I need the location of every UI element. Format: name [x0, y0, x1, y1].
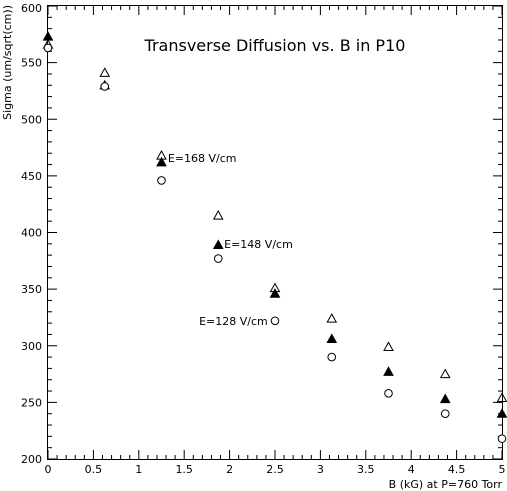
- filled-triangle-marker: [326, 333, 338, 344]
- filled-triangle-marker: [383, 366, 394, 376]
- data-markers: [42, 31, 507, 443]
- x-tick-label: 3.5: [357, 463, 375, 476]
- y-tick-label: 350: [21, 283, 42, 296]
- open-triangle-marker: [496, 392, 507, 402]
- open-circle-marker: [497, 434, 507, 443]
- y-tick-label: 400: [21, 227, 42, 240]
- y-tick-label: 450: [21, 170, 42, 183]
- open-circle-marker: [43, 43, 53, 53]
- open-triangle-marker: [326, 313, 338, 323]
- filled-triangle-marker: [42, 31, 54, 41]
- open-triangle-marker: [212, 209, 224, 220]
- field-annotation: E=148 V/cm: [224, 238, 293, 251]
- annotations: E=168 V/cm E=148 V/cm E=128 V/cm: [168, 152, 293, 328]
- field-annotation: E=128 V/cm: [199, 315, 268, 328]
- chart-title: Transverse Diffusion vs. B in P10: [144, 36, 406, 55]
- field-annotation: E=168 V/cm: [168, 152, 237, 165]
- filled-triangle-marker: [496, 408, 507, 418]
- y-tick-label: 300: [21, 340, 42, 353]
- plot-frame: [47, 5, 503, 460]
- filled-triangle-marker: [212, 239, 224, 250]
- x-tick-label: 1.5: [175, 463, 193, 476]
- x-tick-label: 4: [408, 463, 415, 476]
- open-circle-marker: [213, 254, 223, 263]
- x-tick-label: 5: [499, 463, 506, 476]
- open-triangle-marker: [383, 341, 394, 351]
- x-tick-label: 0.5: [85, 463, 103, 476]
- y-tick-label: 200: [21, 453, 42, 466]
- open-circle-marker: [384, 389, 393, 398]
- x-tick-label: 2.5: [266, 463, 284, 476]
- y-axis-ticks: 200 250 300 350 400 450 500 550 600: [21, 2, 502, 466]
- y-tick-label: 600: [21, 2, 42, 15]
- y-tick-label: 250: [21, 396, 42, 409]
- filled-triangle-marker: [156, 156, 167, 167]
- open-circle-marker: [270, 316, 280, 326]
- open-circle-marker: [440, 409, 450, 419]
- open-triangle-marker: [99, 67, 111, 77]
- x-axis-ticks: 0 0.5 1 1.5 2 2.5 3 3.5 4 4.5 5: [45, 6, 506, 476]
- x-tick-label: 1: [135, 463, 142, 476]
- x-tick-label: 4.5: [448, 463, 466, 476]
- open-circle-marker: [157, 176, 166, 185]
- x-tick-label: 3: [317, 463, 324, 476]
- y-axis-title: Sigma (um/sqrt(cm)): [1, 5, 14, 120]
- filled-triangle-marker: [439, 393, 451, 404]
- y-tick-label: 550: [21, 57, 42, 70]
- filled-triangle-marker: [269, 288, 281, 298]
- x-tick-label: 0: [45, 463, 52, 476]
- x-axis-title: B (kG) at P=760 Torr: [389, 478, 503, 491]
- x-tick-label: 2: [226, 463, 233, 476]
- open-circle-marker: [100, 82, 110, 91]
- y-tick-label: 500: [21, 113, 42, 126]
- open-circle-marker: [327, 352, 337, 362]
- open-triangle-marker: [439, 368, 451, 379]
